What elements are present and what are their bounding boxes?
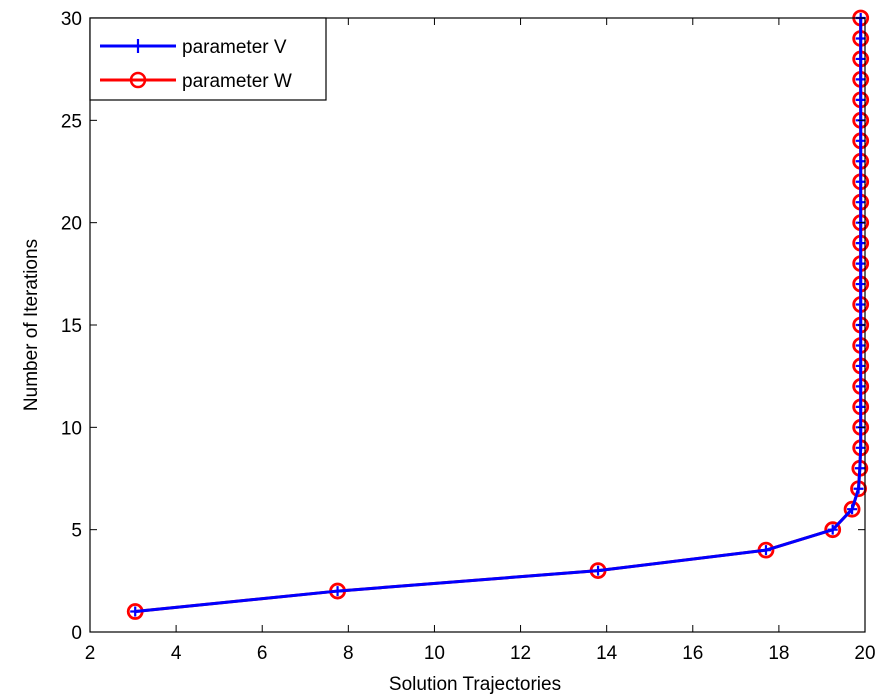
x-tick-label: 14 <box>596 643 618 664</box>
x-tick-label: 2 <box>85 643 96 664</box>
legend-box <box>89 17 327 101</box>
legend: parameter V parameter W <box>89 17 327 101</box>
data-point-v <box>855 94 866 105</box>
data-point-v <box>593 565 604 576</box>
data-point-v <box>855 401 866 412</box>
plot-area <box>126 9 870 620</box>
data-point-v <box>855 33 866 44</box>
x-axis-label: Solution Trajectories <box>389 674 561 695</box>
data-point-v <box>855 381 866 392</box>
legend-entry-v: parameter V <box>100 37 287 58</box>
y-axis-label: Number of Iterations <box>21 239 42 411</box>
data-point-v <box>855 238 866 249</box>
data-point-v <box>847 504 858 515</box>
y-tick-label: 0 <box>71 623 82 644</box>
legend-circle-marker <box>129 71 147 89</box>
legend-plus-marker <box>131 39 145 53</box>
data-point-v <box>855 279 866 290</box>
data-point-v <box>332 586 343 597</box>
x-tick-label: 4 <box>171 643 182 664</box>
x-tick-label: 6 <box>257 643 268 664</box>
legend-label-v: parameter V <box>182 37 287 58</box>
data-point-v <box>130 606 141 617</box>
x-tick-label: 8 <box>343 643 354 664</box>
x-axis: 2 4 6 8 10 12 14 16 18 20 <box>85 18 876 664</box>
data-point-v <box>855 340 866 351</box>
x-tick-label: 16 <box>682 643 703 664</box>
y-tick-label: 30 <box>61 9 82 30</box>
data-point-v <box>827 524 838 535</box>
data-point-v <box>855 442 866 453</box>
data-point-v <box>855 360 866 371</box>
data-point-v <box>853 483 864 494</box>
data-point-v <box>855 53 866 64</box>
data-point-v <box>855 176 866 187</box>
y-tick-label: 5 <box>71 521 82 542</box>
data-point-v <box>855 258 866 269</box>
series-v <box>130 13 866 617</box>
data-point-w <box>843 500 861 518</box>
data-point-v <box>855 299 866 310</box>
y-axis: 0 5 10 15 20 25 30 <box>61 9 865 644</box>
legend-label-w: parameter W <box>182 71 292 92</box>
data-point-v <box>855 135 866 146</box>
y-tick-label: 10 <box>61 418 82 439</box>
data-point-v <box>855 74 866 85</box>
x-tick-label: 18 <box>768 643 789 664</box>
data-point-v <box>760 545 771 556</box>
y-tick-label: 20 <box>61 214 82 235</box>
legend-entry-w: parameter W <box>100 71 292 92</box>
data-point-v <box>855 156 866 167</box>
data-point-w <box>824 521 842 539</box>
x-tick-label: 10 <box>424 643 445 664</box>
y-tick-label: 15 <box>61 316 82 337</box>
data-point-v <box>855 197 866 208</box>
x-tick-label: 20 <box>854 643 875 664</box>
data-point-v <box>854 463 865 474</box>
x-tick-label: 12 <box>510 643 531 664</box>
y-tick-label: 25 <box>61 111 82 132</box>
